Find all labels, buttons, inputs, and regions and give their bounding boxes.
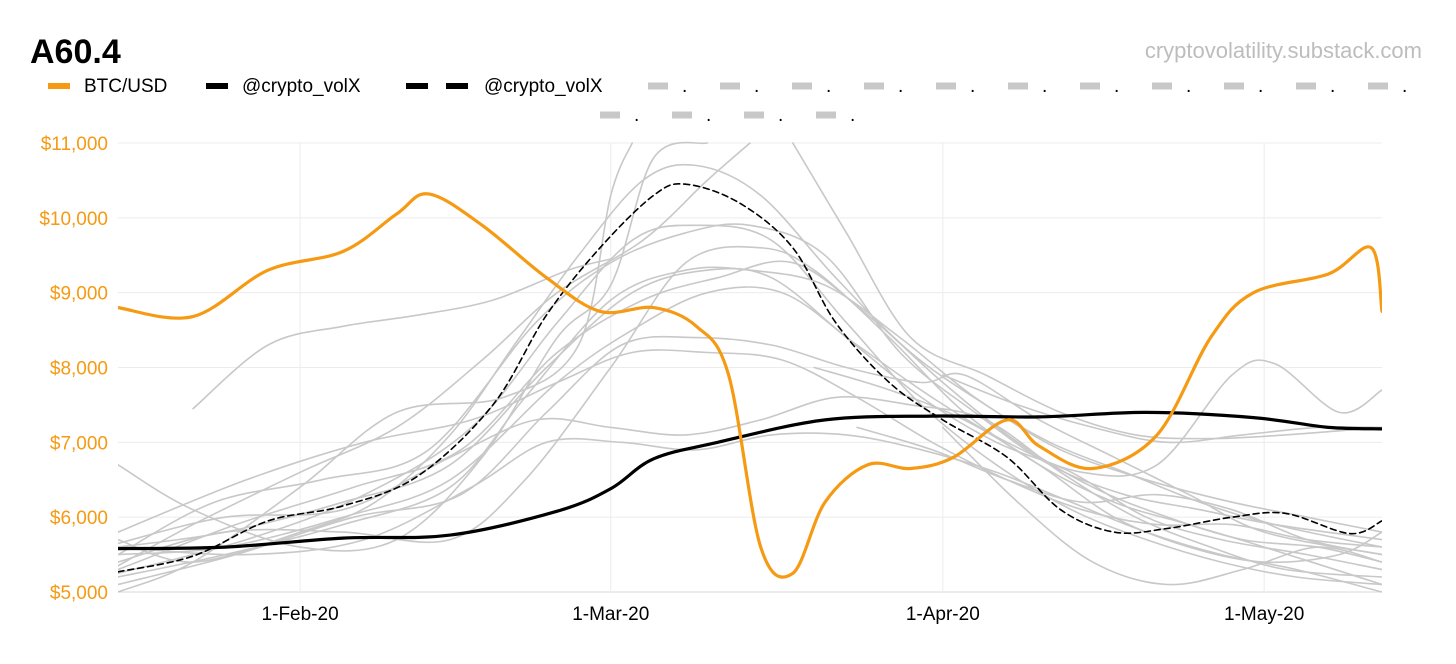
y-tick-label: $11,000 [41, 134, 108, 155]
legend-gray-label: . [1114, 76, 1119, 97]
btc-usd-line [118, 192, 1382, 579]
y-tick-label: $7,000 [50, 433, 108, 454]
x-tick-label: 1-Mar-20 [572, 604, 649, 625]
y-tick-label: $10,000 [39, 209, 108, 230]
legend-gray-entries: ............... [600, 76, 1407, 126]
legend-gray-label: . [1042, 76, 1047, 97]
legend-gray-label: . [706, 105, 711, 126]
legend-gray-label: . [682, 76, 687, 97]
chart-title: A60.4 [30, 33, 121, 71]
legend-gray-label: . [1258, 76, 1263, 97]
gray-series-line [118, 349, 1382, 548]
crypto-volx-dashed-line [118, 183, 1382, 573]
gray-series-line [856, 426, 1382, 556]
x-tick-label: 1-May-20 [1224, 604, 1304, 625]
legend-gray-label: . [754, 76, 759, 97]
legend-gray-label: . [1402, 76, 1407, 97]
y-tick-label: $6,000 [50, 508, 108, 529]
gray-series-line [118, 163, 1382, 563]
y-axis: $5,000 $6,000 $7,000 $8,000 $9,000 $10,000 $11… [39, 134, 108, 604]
legend-gray-label: . [1186, 76, 1191, 97]
legend-label-btc: BTC/USD [84, 76, 167, 97]
y-tick-label: $8,000 [50, 359, 108, 380]
legend-gray-label: . [970, 76, 975, 97]
crypto-volx-solid-line [118, 410, 1382, 551]
legend: BTC/USD @crypto_volX @crypto_volX ......… [48, 76, 1407, 126]
gray-series-line [118, 260, 1382, 571]
legend-gray-label: . [898, 76, 903, 97]
legend-gray-label: . [634, 105, 639, 126]
gray-series-line [792, 142, 1382, 440]
legend-gray-label: . [850, 105, 855, 126]
legend-label-volx-dashed: @crypto_volX [484, 76, 603, 97]
gray-series-line [813, 366, 1382, 564]
legend-label-volx-solid: @crypto_volX [242, 76, 361, 97]
series-layer [118, 141, 1382, 593]
gray-series-line [118, 223, 1382, 556]
gray-series-line [118, 286, 1382, 556]
legend-gray-label: . [826, 76, 831, 97]
gray-series-line [118, 396, 1382, 578]
x-axis: 1-Feb-20 1-Mar-20 1-Apr-20 1-May-20 [262, 604, 1305, 625]
gray-series-line [118, 335, 1382, 586]
watermark: cryptovolatility.substack.com [1145, 38, 1422, 63]
x-tick-label: 1-Apr-20 [906, 604, 980, 625]
gray-series-line [118, 224, 1382, 586]
gray-series-line [942, 426, 1382, 586]
y-tick-label: $9,000 [50, 284, 108, 305]
legend-gray-label: . [1330, 76, 1335, 97]
legend-gray-label: . [778, 105, 783, 126]
y-tick-label: $5,000 [50, 583, 108, 604]
gray-series-line [118, 142, 633, 593]
gray-series-line [118, 142, 751, 567]
x-tick-label: 1-Feb-20 [262, 604, 339, 625]
